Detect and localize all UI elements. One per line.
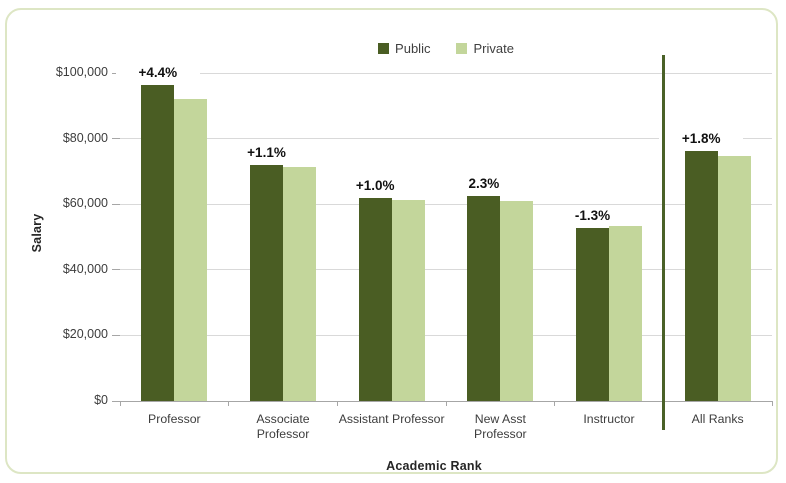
x-axis-line (112, 401, 772, 402)
y-tick-label: $60,000 (62, 196, 108, 211)
bar-public (684, 151, 718, 401)
legend-item-private: Private (456, 40, 514, 56)
y-tick-label: $0 (94, 393, 108, 407)
data-label: +1.0% (333, 176, 418, 194)
category-label: Assistant Professor (338, 412, 445, 426)
data-label: -1.3% (550, 207, 635, 225)
bar-public (358, 197, 392, 401)
y-tick-label: $40,000 (62, 261, 108, 276)
public-series-swatch (378, 42, 390, 54)
gridline (120, 334, 772, 336)
gridline (120, 203, 772, 205)
legend-item-public: Public (378, 41, 430, 56)
private-series-swatch (456, 42, 468, 54)
category-label: Associate Professor (256, 412, 310, 441)
bar-public (141, 85, 175, 401)
x-axis-title: Academic Rank (386, 459, 482, 473)
chart-legend: Public Private (120, 40, 772, 56)
data-label: +1.8% (659, 130, 744, 148)
category-axis-tick (228, 401, 230, 406)
gridline (120, 269, 772, 271)
data-label: +1.1% (224, 143, 309, 161)
y-tick-label: $100,000 (55, 65, 108, 79)
chart-container: Public Private Salary $0 $20,000 $40,000 $6… (5, 8, 778, 474)
group-separator-line (661, 55, 665, 430)
plot-area: $0 $20,000 $40,000 $60,000 $80,000 $100,000 +4… (56, 55, 773, 441)
bar-public (467, 196, 501, 401)
y-axis-tick (112, 203, 120, 205)
bar-public (250, 164, 283, 401)
bar-private (174, 98, 208, 401)
gridline (120, 72, 772, 74)
legend-label-private: Private (473, 40, 514, 56)
category-label: All Ranks (691, 412, 744, 426)
category-axis-tick (119, 401, 121, 406)
category-label: Instructor (583, 412, 635, 426)
y-axis-tick (112, 334, 120, 336)
category-label: New Asst Professor (474, 412, 527, 441)
legend-label-public: Public (395, 40, 431, 56)
data-label: +4.4% (115, 64, 200, 82)
y-axis-tick (112, 138, 120, 140)
category-axis-tick (554, 401, 556, 406)
gridline (120, 138, 772, 140)
bar-private (391, 199, 425, 401)
bar-private (717, 155, 751, 401)
bar-public (576, 228, 609, 401)
data-label: 2.3% (441, 175, 526, 193)
y-tick-label: $20,000 (62, 327, 108, 342)
bar-private (609, 225, 642, 401)
bar-private (283, 167, 316, 401)
category-axis-tick (336, 401, 338, 406)
y-tick-label: $80,000 (62, 130, 108, 145)
category-label: Professor (148, 412, 201, 426)
category-axis-tick (445, 401, 447, 406)
bar-private (500, 200, 534, 401)
y-axis-tick (112, 269, 120, 271)
category-axis-tick (771, 401, 773, 406)
